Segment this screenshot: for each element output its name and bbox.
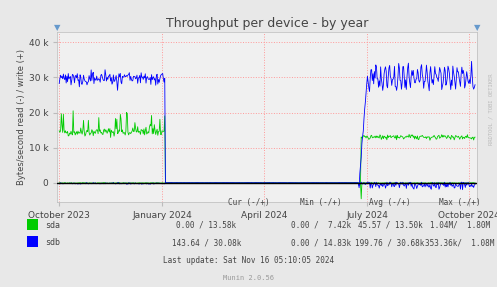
Text: 143.64 / 30.08k: 143.64 / 30.08k xyxy=(171,238,241,247)
Text: Last update: Sat Nov 16 05:10:05 2024: Last update: Sat Nov 16 05:10:05 2024 xyxy=(163,256,334,265)
Text: 45.57 / 13.50k: 45.57 / 13.50k xyxy=(358,221,422,230)
Text: ▼: ▼ xyxy=(474,23,481,32)
Text: 0.00 / 14.83k: 0.00 / 14.83k xyxy=(291,238,350,247)
Y-axis label: Bytes/second read (-) / write (+): Bytes/second read (-) / write (+) xyxy=(17,49,26,185)
Text: 0.00 / 13.58k: 0.00 / 13.58k xyxy=(176,221,236,230)
Text: 199.76 / 30.68k: 199.76 / 30.68k xyxy=(355,238,425,247)
Text: Max (-/+): Max (-/+) xyxy=(439,198,481,207)
Text: sdb: sdb xyxy=(45,238,60,247)
Text: Munin 2.0.56: Munin 2.0.56 xyxy=(223,275,274,281)
Text: 0.00 /  7.42k: 0.00 / 7.42k xyxy=(291,221,350,230)
Text: sda: sda xyxy=(45,221,60,230)
Text: Avg (-/+): Avg (-/+) xyxy=(369,198,411,207)
Text: Cur (-/+): Cur (-/+) xyxy=(228,198,269,207)
Title: Throughput per device - by year: Throughput per device - by year xyxy=(166,18,368,30)
Text: ▼: ▼ xyxy=(54,23,61,32)
Text: RRDTOOL / TOBI OETIKER: RRDTOOL / TOBI OETIKER xyxy=(489,73,494,145)
Text: Min (-/+): Min (-/+) xyxy=(300,198,341,207)
Text: 1.04M/  1.80M: 1.04M/ 1.80M xyxy=(430,221,490,230)
Text: 353.36k/  1.08M: 353.36k/ 1.08M xyxy=(425,238,495,247)
